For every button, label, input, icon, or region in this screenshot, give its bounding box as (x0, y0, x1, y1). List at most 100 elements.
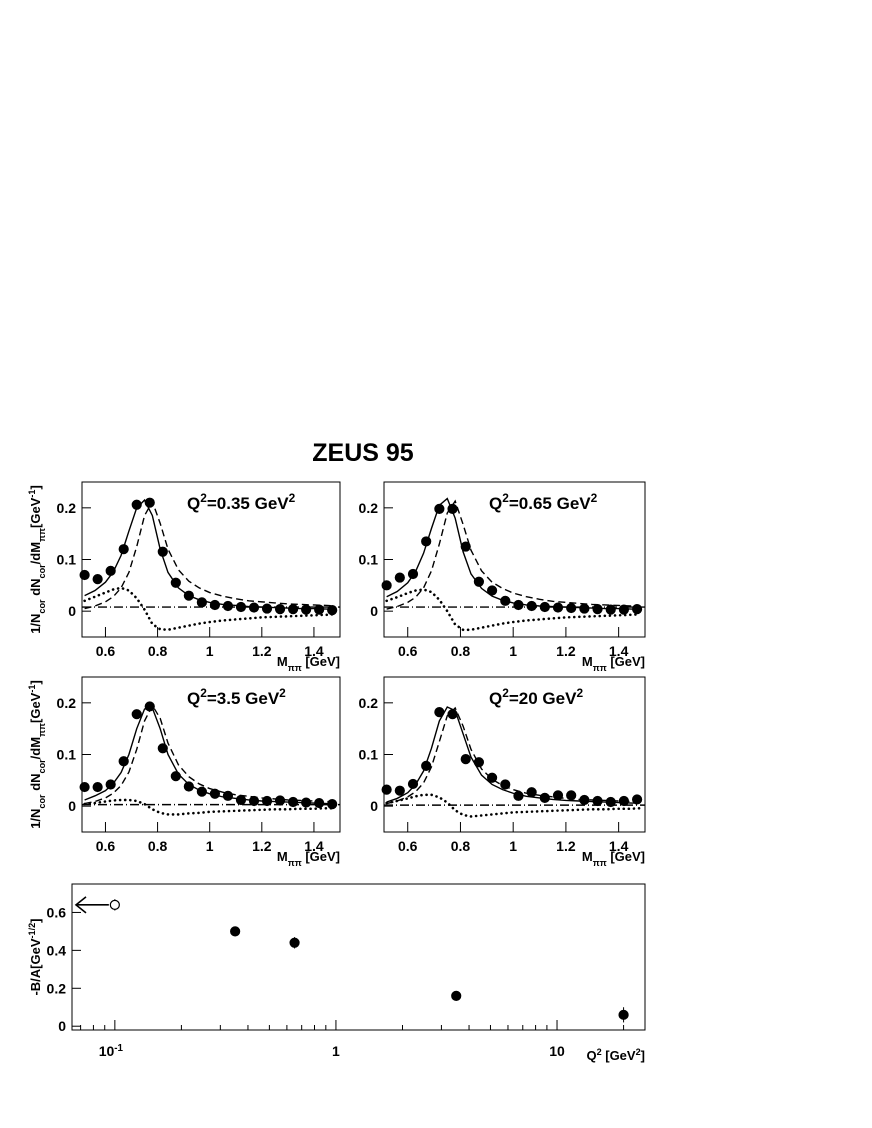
panel-label-part: Q (187, 494, 200, 513)
y-axis-label-part: /dM (28, 737, 43, 759)
data-point (118, 544, 129, 555)
data-point (287, 796, 299, 808)
data-point (289, 937, 300, 948)
data-point (486, 772, 498, 783)
data-point (314, 604, 325, 615)
curve-solid (386, 706, 640, 804)
x-axis-label-part: ππ (593, 858, 607, 868)
x-axis-label-part: Q (586, 1048, 596, 1063)
data-point (170, 577, 181, 588)
data-point (131, 709, 142, 720)
data-point (451, 990, 462, 1001)
panel-label-part: Q (187, 689, 200, 708)
data-point (513, 790, 524, 801)
data-point (460, 754, 471, 765)
x-tick-label: 1 (509, 643, 517, 659)
data-point (407, 568, 419, 580)
data-point (566, 602, 577, 614)
panel-label-part: 2 (200, 686, 207, 700)
data-point (261, 795, 273, 807)
x-axis-label-part: ] (641, 1048, 645, 1063)
x-tick-label: 0.6 (398, 838, 418, 854)
y-tick-label: 0.1 (57, 747, 77, 763)
x-axis-label-part: ππ (593, 663, 607, 673)
y-axis-label-part: cor (37, 599, 47, 614)
y-tick-label: 0.2 (359, 500, 379, 516)
x-tick-label: 1 (206, 838, 214, 854)
y-tick-label: 0.1 (57, 552, 77, 568)
panel-label-part: =0.65 GeV (509, 494, 591, 513)
data-point (631, 603, 643, 615)
panel-label-part: Q (489, 494, 502, 513)
curve-dashed (386, 499, 640, 610)
y-axis-label-part: ] (28, 680, 43, 684)
y-tick-label: 0 (68, 798, 76, 814)
curve-dashed (84, 703, 335, 805)
y-axis-label-part: -1 (27, 685, 37, 693)
data-point (248, 795, 260, 807)
data-point (618, 795, 630, 807)
data-point (605, 796, 616, 808)
panel-label: Q2=20 GeV2 (489, 686, 583, 708)
x-tick-label: 1.2 (252, 838, 272, 854)
data-point (631, 794, 643, 805)
y-axis-label-part: /dM (28, 542, 43, 564)
data-point (552, 602, 564, 613)
x-tick-label: 1.4 (609, 643, 629, 659)
data-point (539, 601, 550, 613)
y-axis-label-part: [GeV (28, 497, 43, 528)
y-axis-label-part: dN (28, 578, 43, 599)
x-tick-label: 0.6 (96, 838, 116, 854)
data-point (605, 604, 616, 615)
data-point (92, 781, 103, 793)
y-tick-label: 0.4 (47, 942, 67, 958)
x-axis-label: Mππ [GeV] (582, 849, 645, 868)
data-point (105, 565, 116, 576)
data-point (196, 597, 207, 608)
plot-frame (71, 883, 646, 1031)
data-point (274, 795, 286, 806)
x-tick-label: 1 (509, 838, 517, 854)
data-point (274, 603, 286, 615)
data-point (209, 788, 221, 799)
x-axis-label-part: M (277, 849, 288, 864)
x-tick-label: 1 (332, 1043, 340, 1059)
curve-dotted (385, 793, 642, 818)
data-point (566, 790, 577, 801)
x-tick-label-base: 10 (99, 1043, 115, 1059)
y-tick-label: 0.2 (57, 695, 77, 711)
x-axis-label: Q2 [GeV2] (586, 1047, 645, 1063)
data-point (261, 603, 273, 614)
data-point (421, 536, 432, 547)
y-tick-label: 0 (370, 798, 378, 814)
data-point (235, 601, 247, 613)
panel-label-part: 2 (576, 686, 583, 700)
data-point (552, 790, 564, 801)
x-axis-label-part: M (582, 654, 593, 669)
x-tick-label: 0.6 (96, 643, 116, 659)
y-tick-label: 0.1 (359, 747, 379, 763)
panel-label-part: =0.35 GeV (207, 494, 289, 513)
panel-label: Q2=3.5 GeV2 (187, 686, 286, 708)
curve-dashed (84, 499, 335, 610)
x-tick-label: 0.8 (451, 838, 471, 854)
data-point (407, 778, 419, 790)
data-point (421, 760, 432, 771)
data-point (301, 604, 312, 615)
data-point (92, 574, 103, 585)
data-point (592, 795, 603, 807)
y-axis-label-part: cor (37, 794, 47, 809)
x-tick-label: 1.2 (556, 838, 576, 854)
panel-label: Q2=0.35 GeV2 (187, 491, 296, 513)
data-point (222, 790, 234, 801)
data-point (618, 1009, 629, 1020)
data-point (460, 541, 471, 552)
y-axis-label-part: -1/2 (27, 923, 37, 939)
y-tick-label: 0.2 (47, 980, 67, 996)
data-point (434, 503, 445, 514)
data-point (230, 926, 241, 937)
data-point (513, 599, 524, 611)
data-point (447, 709, 458, 720)
x-tick-label: 0.6 (398, 643, 418, 659)
data-point (131, 499, 142, 510)
